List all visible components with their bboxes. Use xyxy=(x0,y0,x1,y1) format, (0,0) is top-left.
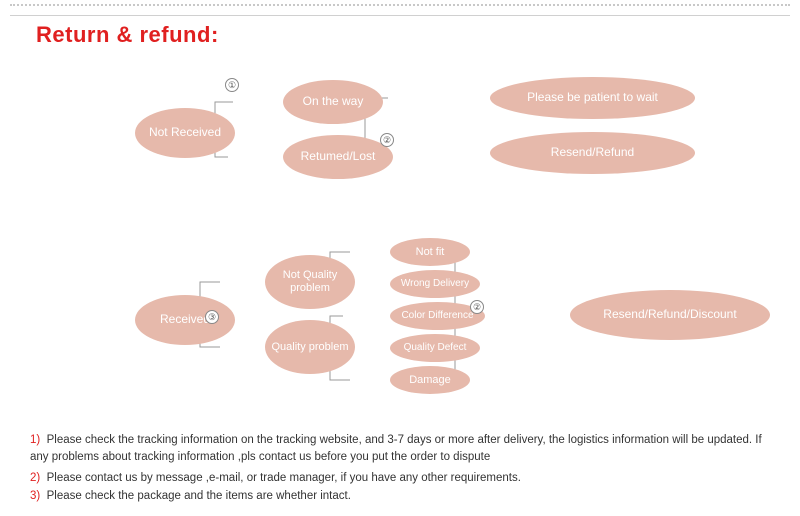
node-resend-refund-1: Resend/Refund xyxy=(490,132,695,174)
footer-note-3: 3) Please check the package and the item… xyxy=(30,488,770,505)
footer-note-2: 2) Please contact us by message ,e-mail,… xyxy=(30,470,770,487)
node-patient-wait: Please be patient to wait xyxy=(490,77,695,119)
node-not-received: Not Received xyxy=(135,108,235,158)
footer-text-2: Please contact us by message ,e-mail, or… xyxy=(47,472,521,484)
footer-note-1: 1) Please check the tracking information… xyxy=(30,432,770,467)
footer-num-2: 2) xyxy=(30,472,40,484)
step-marker-3: ③ xyxy=(205,310,219,324)
node-not-fit: Not fit xyxy=(390,238,470,266)
step-marker-4: ② xyxy=(470,300,484,314)
node-received: Received xyxy=(135,295,235,345)
node-on-the-way: On the way xyxy=(283,80,383,124)
step-marker-2: ② xyxy=(380,133,394,147)
node-wrong-delivery: Wrong Delivery xyxy=(390,270,480,298)
footer-text-1: Please check the tracking information on… xyxy=(30,434,762,463)
node-quality-defect: Quality Defect xyxy=(390,334,480,362)
footer-num-1: 1) xyxy=(30,434,40,446)
node-quality: Quality problem xyxy=(265,320,355,374)
footer-num-3: 3) xyxy=(30,490,40,502)
footer-text-3: Please check the package and the items a… xyxy=(47,490,351,502)
node-not-quality: Not Quality problem xyxy=(265,255,355,309)
node-resend-refund-2: Resend/Refund/Discount xyxy=(570,290,770,340)
step-marker-1: ① xyxy=(225,78,239,92)
node-damage: Damage xyxy=(390,366,470,394)
node-returned-lost: Retumed/Lost xyxy=(283,135,393,179)
